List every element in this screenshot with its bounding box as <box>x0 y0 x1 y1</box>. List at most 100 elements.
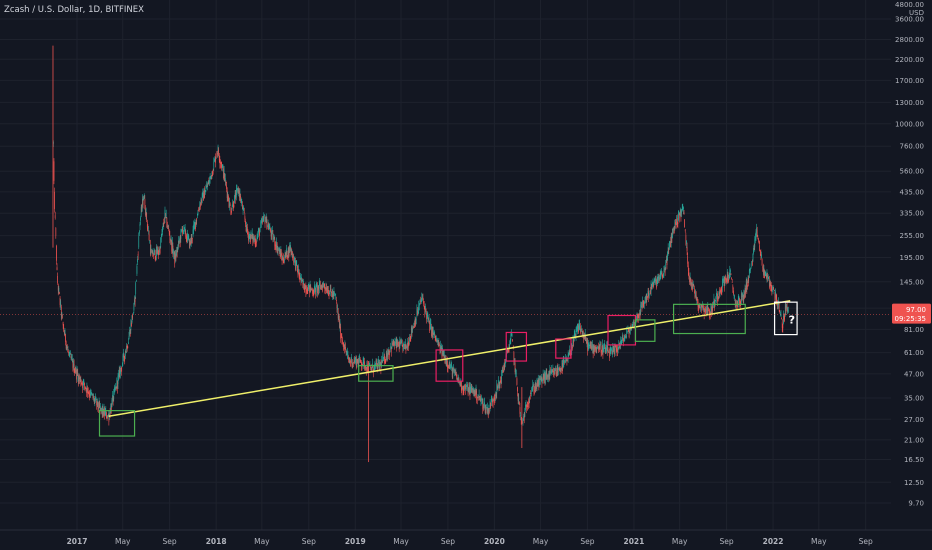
candle-body <box>479 398 481 401</box>
candle-body <box>483 403 485 407</box>
candle-body <box>139 230 140 234</box>
candle-body <box>573 339 574 343</box>
candle-body <box>542 373 544 379</box>
candle-body <box>190 236 192 243</box>
candle-body <box>296 261 298 264</box>
candle-body <box>70 353 71 355</box>
candle-body <box>461 387 463 392</box>
candle-body <box>173 250 175 255</box>
candle-body <box>392 342 393 346</box>
candle-body <box>703 307 704 310</box>
candle-body <box>92 395 94 399</box>
candle-body <box>55 228 57 236</box>
candle-body <box>79 377 81 380</box>
candle-body <box>189 239 190 248</box>
candle-body <box>448 362 450 367</box>
candle-body <box>270 232 272 237</box>
x-tick-label: 2020 <box>484 537 505 546</box>
candle-body <box>94 399 96 402</box>
candle-body <box>557 367 559 374</box>
candle-body <box>537 377 539 385</box>
candle-body <box>123 354 125 358</box>
candle-body <box>489 401 491 408</box>
candle-body <box>670 235 672 243</box>
candle-body <box>223 168 224 179</box>
candle-body <box>164 209 166 219</box>
candle-body <box>629 331 631 334</box>
candle-body <box>741 293 742 302</box>
candle-body <box>620 340 622 342</box>
candle-body <box>580 328 582 332</box>
candle-body <box>124 355 126 361</box>
candle-body <box>121 364 123 367</box>
candle-body <box>465 387 467 390</box>
candlestick-series <box>52 45 789 463</box>
trendline[interactable] <box>108 299 791 418</box>
candle-body <box>539 375 540 385</box>
candle-body <box>291 250 293 253</box>
candle-body <box>424 306 426 314</box>
candle-body <box>493 397 495 401</box>
candle-body <box>298 271 300 276</box>
candle-body <box>310 286 312 291</box>
candle-body <box>348 357 349 360</box>
candle-body <box>71 357 73 360</box>
candle-body <box>566 359 568 362</box>
candle-body <box>64 330 66 335</box>
candle-body <box>307 285 309 291</box>
candle-body <box>279 251 281 259</box>
candle-body <box>365 365 366 370</box>
time-axis[interactable]: 2017 May Sep 2018 May Sep 2019 May Sep 2020 May Sep… <box>0 529 932 550</box>
candle-body <box>539 378 541 380</box>
candle-body <box>752 253 754 261</box>
candle-body <box>244 216 246 220</box>
candle-body <box>766 274 767 278</box>
candle-body <box>459 382 461 387</box>
candle-body <box>258 228 260 232</box>
candle-body <box>333 291 335 296</box>
candle-body <box>218 149 220 155</box>
candle-body <box>79 377 80 380</box>
candle-body <box>58 287 60 292</box>
candle-body <box>178 240 179 246</box>
candle-body <box>617 349 618 352</box>
annotation-boxes[interactable]: ? <box>98 301 798 437</box>
candle-body <box>359 355 360 361</box>
candle-body <box>429 321 431 329</box>
candle-body <box>686 241 687 244</box>
candle-body <box>758 241 760 243</box>
candle-body <box>600 345 602 353</box>
price-axis-bg <box>891 0 932 550</box>
candle-body <box>786 303 787 308</box>
y-tick-label: 1300.00 <box>895 99 924 107</box>
candle-body <box>137 258 138 263</box>
candle-body <box>225 178 226 182</box>
candle-body <box>436 338 437 341</box>
candle-body <box>598 346 599 351</box>
candle-body <box>531 391 532 392</box>
candle-body <box>210 175 212 180</box>
y-tick-label: 560.00 <box>900 168 925 176</box>
candle-body <box>56 267 58 270</box>
candle-body <box>711 306 713 311</box>
candle-body <box>492 400 494 404</box>
candle-body <box>678 210 679 221</box>
candle-body <box>427 314 429 317</box>
price-axis[interactable]: 3600.00 2800.00 2200.00 1700.00 1300.00 1000.… <box>891 0 932 550</box>
candle-body <box>348 360 350 362</box>
candle-body <box>461 381 462 391</box>
candle-body <box>248 235 250 238</box>
candle-body <box>738 296 740 299</box>
candle-body <box>761 254 762 258</box>
candle-body <box>615 346 617 348</box>
candle-body <box>757 236 759 237</box>
candle-body <box>454 370 456 373</box>
candle-body <box>592 345 594 354</box>
candle-body <box>703 308 705 315</box>
candle-body <box>178 241 180 243</box>
x-tick-label: 2018 <box>206 537 227 546</box>
candle-body <box>633 322 635 328</box>
candle-body <box>575 330 577 337</box>
candle-body <box>701 305 703 309</box>
